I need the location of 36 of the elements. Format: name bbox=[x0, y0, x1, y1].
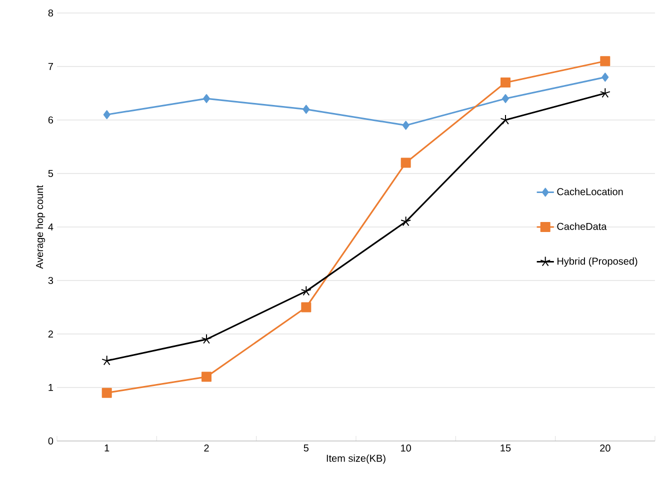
x-tick-label: 1 bbox=[104, 444, 110, 452]
point bbox=[103, 110, 110, 120]
legend-label: CacheLocation bbox=[557, 188, 623, 196]
y-tick-label: 4 bbox=[48, 224, 54, 230]
point bbox=[400, 216, 412, 226]
x-tick-label: 5 bbox=[304, 444, 309, 452]
x-tick-label: 2 bbox=[204, 444, 209, 452]
legend-label: Hybrid (Proposed) bbox=[558, 257, 638, 267]
point bbox=[500, 78, 510, 88]
point bbox=[201, 334, 212, 344]
y-tick-label: 3 bbox=[48, 276, 54, 284]
point bbox=[502, 94, 509, 104]
point bbox=[500, 114, 511, 125]
point bbox=[302, 104, 310, 114]
point bbox=[301, 302, 312, 312]
point bbox=[602, 72, 609, 82]
y-axis-title: Average hop count bbox=[36, 185, 46, 269]
point bbox=[102, 388, 112, 398]
y-tick-label: 6 bbox=[48, 116, 54, 124]
x-tick-label: 10 bbox=[401, 444, 412, 452]
x-tick-label: 15 bbox=[500, 444, 511, 452]
point bbox=[400, 158, 411, 168]
point bbox=[202, 372, 212, 382]
x-axis-title: Item size(KB) bbox=[326, 454, 386, 464]
y-tick-label: 7 bbox=[48, 63, 53, 70]
point bbox=[203, 94, 210, 104]
y-tick-label: 2 bbox=[48, 330, 53, 338]
legend-label: CacheData bbox=[557, 222, 607, 230]
point bbox=[402, 120, 410, 130]
y-tick-label: 5 bbox=[48, 170, 54, 177]
point bbox=[600, 56, 610, 66]
y-tick-label: 1 bbox=[48, 384, 53, 391]
y-tick-label: 8 bbox=[48, 9, 54, 17]
point bbox=[300, 286, 312, 296]
x-tick-label: 20 bbox=[600, 444, 610, 452]
y-tick-label: 0 bbox=[48, 437, 54, 445]
